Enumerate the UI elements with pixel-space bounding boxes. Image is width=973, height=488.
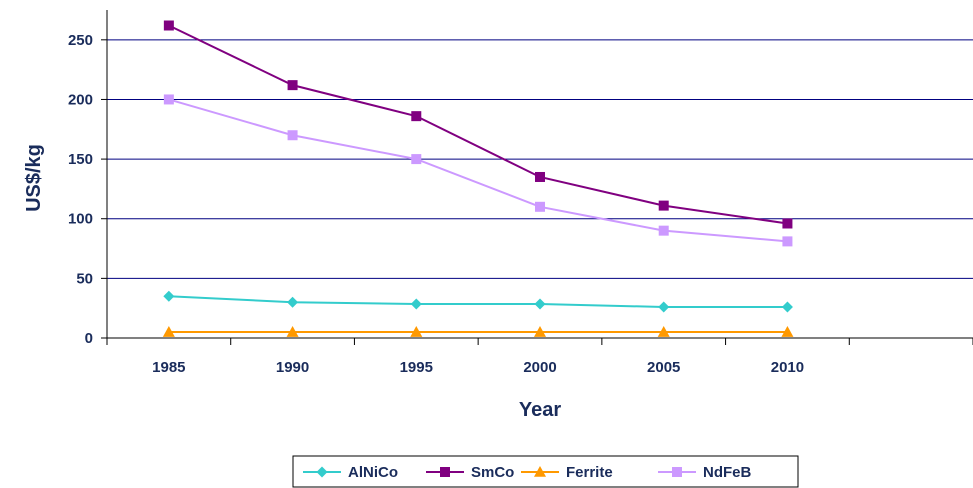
data-point	[535, 201, 545, 212]
data-point	[781, 326, 794, 337]
x-tick-label: 1990	[276, 359, 309, 376]
y-tick-label: 250	[68, 32, 93, 49]
legend-item-smco: SmCo	[426, 464, 514, 481]
data-point	[534, 298, 546, 310]
legend-marker	[440, 467, 450, 477]
data-point	[657, 326, 670, 337]
data-point	[782, 218, 793, 229]
legend-marker	[672, 467, 682, 477]
y-tick-label: 200	[68, 91, 93, 108]
series-alnico	[163, 290, 793, 313]
legend: AlNiCo SmCo Ferrite NdFeB	[292, 455, 799, 488]
data-point	[534, 326, 546, 337]
data-point	[163, 20, 174, 31]
y-axis-title: US$/kg	[23, 144, 45, 212]
legend-item-ferrite: Ferrite	[521, 464, 613, 481]
data-point	[781, 301, 793, 313]
x-tick-label: 1995	[400, 359, 433, 376]
data-point	[287, 130, 298, 141]
data-point	[410, 326, 423, 337]
legend-label: NdFeB	[703, 464, 752, 481]
data-point	[658, 225, 669, 236]
series-smco	[163, 20, 793, 229]
series-line	[168, 98, 788, 243]
gridlines	[107, 39, 973, 279]
data-point	[410, 298, 422, 310]
data-point	[287, 80, 298, 91]
data-point	[658, 301, 670, 313]
legend-label: SmCo	[471, 464, 514, 481]
legend-marker	[534, 466, 546, 477]
series-line	[168, 24, 788, 225]
data-point	[411, 154, 422, 165]
y-tick-label: 0	[85, 330, 93, 347]
data-point	[162, 326, 175, 337]
y-tick-label: 50	[76, 270, 93, 287]
legend-marker	[316, 466, 328, 478]
x-tick-labels: 1985 1990 1995 2000 2005 2010	[152, 359, 804, 376]
data-point	[163, 94, 174, 105]
data-point	[411, 111, 422, 122]
series-line	[168, 295, 788, 308]
x-axis-title: Year	[519, 399, 561, 421]
series-ndfeb	[163, 94, 793, 247]
data-point	[782, 236, 793, 247]
data-point	[286, 326, 299, 337]
series-ferrite	[162, 326, 794, 337]
legend-label: Ferrite	[566, 464, 613, 481]
x-tick-label: 2000	[523, 359, 556, 376]
legend-item-ndfeb: NdFeB	[658, 464, 752, 481]
data-point	[535, 171, 545, 182]
x-tick-label: 2005	[647, 359, 680, 376]
y-tick-label: 150	[68, 151, 93, 168]
data-point	[163, 290, 175, 302]
x-tick-label: 1985	[152, 359, 185, 376]
axes	[101, 10, 973, 345]
y-tick-label: 100	[68, 211, 93, 228]
series-group	[162, 20, 794, 337]
legend-label: AlNiCo	[348, 464, 398, 481]
x-tick-label: 2010	[771, 359, 804, 376]
legend-item-alnico: AlNiCo	[303, 464, 398, 481]
data-point	[287, 296, 299, 308]
data-point	[658, 200, 669, 211]
y-tick-labels: 0 50 100 150 200 250	[68, 32, 93, 347]
